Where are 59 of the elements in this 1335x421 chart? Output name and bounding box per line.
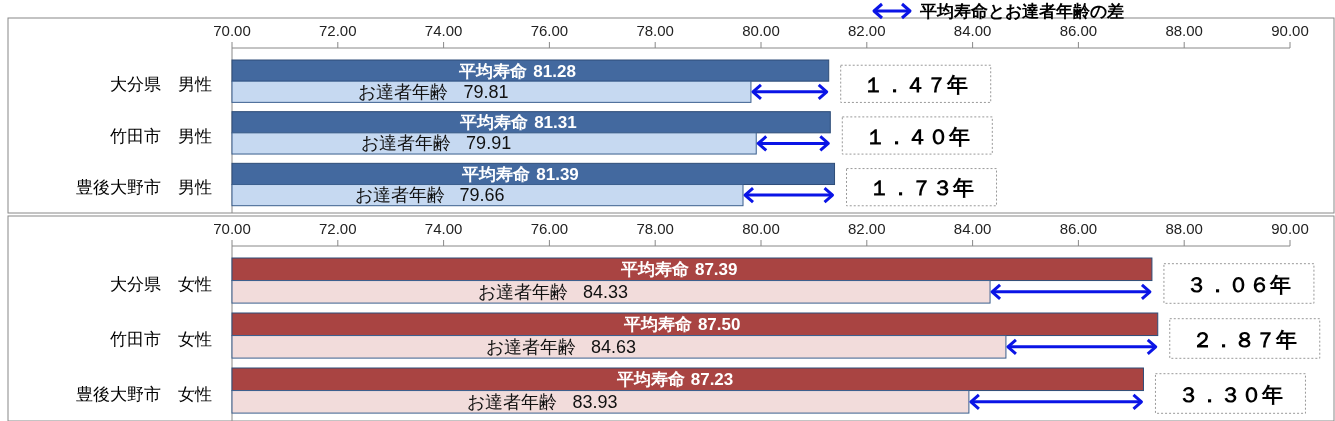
x-tick-label: 72.00 xyxy=(319,220,357,237)
x-tick-label: 70.00 xyxy=(213,220,251,237)
text: お達者年齢 xyxy=(485,336,576,357)
x-tick-label: 84.00 xyxy=(953,220,992,237)
x-tick-label: 80.00 xyxy=(742,220,780,237)
data-label: 79.66 xyxy=(459,185,505,206)
data-label: 83.93 xyxy=(572,391,618,412)
y-tick-label: 豊後大野市 男性 xyxy=(76,178,212,198)
x-tick-label: 72.00 xyxy=(319,22,357,39)
x-tick-label: 74.00 xyxy=(424,220,463,237)
text: 平均寿命 xyxy=(460,113,529,133)
annotation: ３．０６年 xyxy=(1186,272,1292,296)
data-label: 87.39 xyxy=(694,260,738,280)
data-label: 81.28 xyxy=(533,61,576,81)
x-tick-label: 80.00 xyxy=(742,22,780,39)
x-tick-label: 76.00 xyxy=(530,22,569,39)
text: 平均寿命 xyxy=(616,370,685,390)
text: 平均寿命とお達者年齢の差 xyxy=(919,2,1124,21)
x-tick-label: 90.00 xyxy=(1271,220,1309,237)
x-tick-label: 90.00 xyxy=(1271,22,1309,39)
y-tick-label: 大分県 男性 xyxy=(110,74,212,94)
x-tick-label: 70.00 xyxy=(213,22,251,39)
annotation: １．４７年 xyxy=(863,72,969,96)
y-tick-label: 竹田市 女性 xyxy=(110,329,212,349)
x-tick-label: 88.00 xyxy=(1165,220,1203,237)
annotation: ３．３０年 xyxy=(1177,382,1283,406)
x-tick-label: 78.00 xyxy=(636,22,674,39)
annotation: １．７３年 xyxy=(869,176,975,200)
data-label: 84.33 xyxy=(583,281,629,302)
text: 平均寿命 xyxy=(462,164,531,184)
data-label: 81.39 xyxy=(536,164,579,184)
data-label: 87.23 xyxy=(690,370,734,390)
x-tick-label: 88.00 xyxy=(1165,22,1203,39)
series-label: お達者年齢 xyxy=(478,281,569,302)
data-label: 87.50 xyxy=(697,315,741,335)
series-label: お達者年齢 xyxy=(354,185,445,206)
data-label: 79.91 xyxy=(466,133,512,154)
data-label: 79.81 xyxy=(463,81,509,102)
data-label: 81.31 xyxy=(534,113,577,133)
annotation: １．４０年 xyxy=(864,124,970,148)
y-tick-label: 豊後大野市 女性 xyxy=(76,384,212,404)
x-tick-label: 86.00 xyxy=(1059,220,1098,237)
y-tick-label: 大分県 女性 xyxy=(110,274,212,294)
text: 平均寿命 xyxy=(623,315,692,335)
x-tick-label: 84.00 xyxy=(953,22,992,39)
data-label: 84.63 xyxy=(590,336,637,357)
text: お達者年齢 xyxy=(467,391,558,412)
x-tick-label: 86.00 xyxy=(1059,22,1098,39)
x-tick-label: 82.00 xyxy=(848,220,886,237)
x-tick-label: 74.00 xyxy=(424,22,463,39)
text: お達者年齢 xyxy=(361,133,452,154)
series-label: 平均寿命 xyxy=(619,260,689,280)
annotation: ２．８７年 xyxy=(1192,327,1298,351)
x-tick-label: 76.00 xyxy=(530,220,569,237)
x-tick-label: 78.00 xyxy=(636,220,674,237)
text: お達者年齢 xyxy=(358,81,449,102)
x-tick-label: 82.00 xyxy=(848,22,886,39)
series-label: 平均寿命 xyxy=(458,61,528,81)
y-tick-label: 竹田市 男性 xyxy=(110,126,212,146)
